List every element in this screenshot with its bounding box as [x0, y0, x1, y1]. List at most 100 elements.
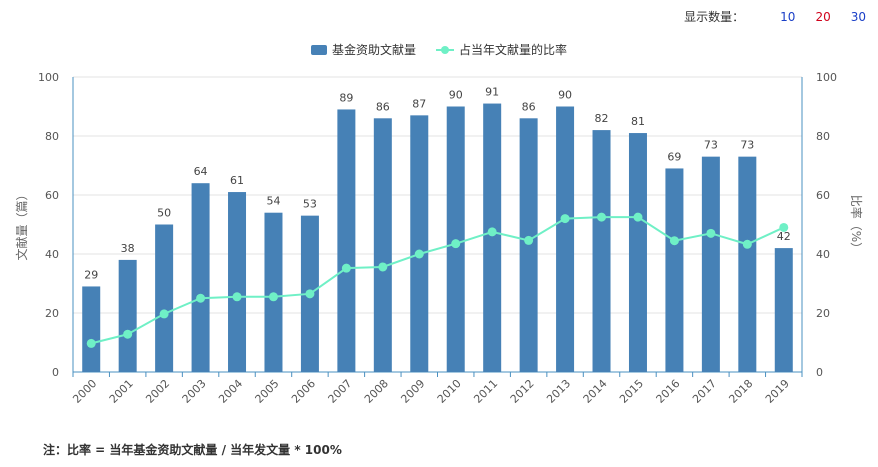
bar: [665, 168, 684, 372]
ratio-point: [268, 292, 278, 302]
bar-value-label: 61: [230, 174, 244, 187]
legend-bar-label: 基金资助文献量: [331, 43, 416, 57]
bar-value-label: 53: [303, 198, 317, 211]
ratio-point: [779, 222, 789, 232]
y-left-tick-label: 40: [45, 248, 59, 261]
ratio-point: [597, 212, 607, 222]
bar-value-label: 89: [339, 91, 353, 104]
legend-line-swatch: [436, 45, 454, 55]
legend-item-bar-series[interactable]: 基金资助文献量: [310, 41, 416, 58]
y-right-tick-label: 40: [816, 248, 830, 261]
ratio-point: [341, 263, 351, 273]
bar-value-label: 86: [376, 100, 390, 113]
x-tick-label: 2014: [581, 377, 610, 406]
display-count-30[interactable]: 30: [850, 9, 866, 24]
bar-value-label: 38: [121, 242, 135, 255]
bar: [628, 133, 647, 372]
ratio-point: [378, 262, 388, 272]
bar-value-label: 29: [84, 268, 98, 281]
y-left-tick-label: 0: [52, 366, 59, 379]
y-left-tick-label: 100: [38, 71, 59, 84]
bar: [556, 106, 575, 372]
x-tick-label: 2011: [471, 377, 500, 406]
ratio-point: [669, 236, 679, 246]
x-tick-label: 2015: [617, 377, 646, 406]
x-tick-label: 2019: [763, 377, 792, 406]
y-right-axis-title: 比率（%）: [849, 195, 864, 254]
x-tick-label: 2012: [508, 377, 537, 406]
legend-line-label: 占当年文献量的比率: [459, 43, 568, 57]
bar-value-label: 42: [777, 230, 791, 243]
x-tick-label: 2013: [544, 377, 573, 406]
bar: [774, 248, 793, 372]
bar: [738, 156, 757, 372]
bar-value-label: 81: [631, 115, 645, 128]
ratio-point: [487, 227, 497, 237]
y-left-tick-label: 80: [45, 130, 59, 143]
bar-value-label: 50: [157, 207, 171, 220]
bar-value-label: 69: [667, 150, 681, 163]
bar-value-label: 73: [740, 139, 754, 152]
x-tick-label: 2003: [180, 377, 209, 406]
ratio-point: [159, 309, 169, 319]
x-tick-label: 2000: [70, 377, 99, 406]
y-left-tick-label: 20: [45, 307, 59, 320]
x-tick-label: 2007: [326, 377, 355, 406]
y-left-tick-label: 60: [45, 189, 59, 202]
bar-value-label: 90: [558, 89, 572, 102]
ratio-line: [90, 216, 785, 345]
ratio-point: [706, 228, 716, 238]
bar-value-label: 87: [412, 97, 426, 110]
bar-value-label: 64: [194, 165, 208, 178]
ratio-point: [123, 329, 133, 339]
bar-value-label: 91: [485, 86, 499, 99]
x-tick-label: 2002: [143, 377, 172, 406]
ratio-point: [633, 212, 643, 222]
bar: [519, 118, 538, 372]
bar: [373, 118, 392, 372]
bar-value-label: 54: [266, 195, 280, 208]
ratio-point: [560, 214, 570, 224]
bar: [701, 156, 720, 372]
bar: [337, 109, 356, 372]
bar: [228, 192, 247, 372]
ratio-point: [742, 239, 752, 249]
bar: [592, 130, 611, 372]
display-count-label: 显示数量：: [684, 10, 745, 24]
bar: [82, 286, 101, 372]
bar: [191, 183, 210, 372]
x-tick-label: 2009: [398, 377, 427, 406]
legend-item-line-series[interactable]: 占当年文献量的比率: [436, 41, 567, 58]
display-count-bar: 显示数量： 10 20 30: [684, 8, 866, 25]
bar-value-label: 86: [522, 100, 536, 113]
x-tick-label: 2010: [435, 377, 464, 406]
ratio-point: [232, 292, 242, 302]
x-tick-label: 2006: [289, 377, 318, 406]
x-tick-label: 2017: [690, 377, 719, 406]
ratio-point: [451, 239, 461, 249]
ratio-point: [196, 293, 206, 303]
ratio-point: [305, 289, 315, 299]
y-right-tick-label: 20: [816, 307, 830, 320]
bar-value-label: 90: [449, 89, 463, 102]
x-tick-label: 2004: [216, 377, 245, 406]
bar: [155, 224, 174, 372]
x-tick-label: 2008: [362, 377, 391, 406]
ratio-point: [86, 338, 96, 348]
x-tick-label: 2001: [107, 377, 136, 406]
y-right-tick-label: 0: [816, 366, 823, 379]
x-tick-label: 2016: [654, 377, 683, 406]
display-count-20[interactable]: 20: [815, 9, 831, 24]
footnote: 注：比率 = 当年基金资助文献量 / 当年发文量 * 100%: [43, 443, 342, 457]
bar-value-label: 82: [595, 112, 609, 125]
y-right-tick-label: 80: [816, 130, 830, 143]
legend-bar-swatch: [310, 44, 327, 55]
bar: [483, 103, 502, 373]
y-right-tick-label: 100: [816, 71, 837, 84]
bar-value-label: 73: [704, 139, 718, 152]
bar: [410, 115, 429, 372]
bar: [118, 259, 137, 372]
display-count-10[interactable]: 10: [780, 9, 796, 24]
ratio-point: [524, 235, 534, 245]
